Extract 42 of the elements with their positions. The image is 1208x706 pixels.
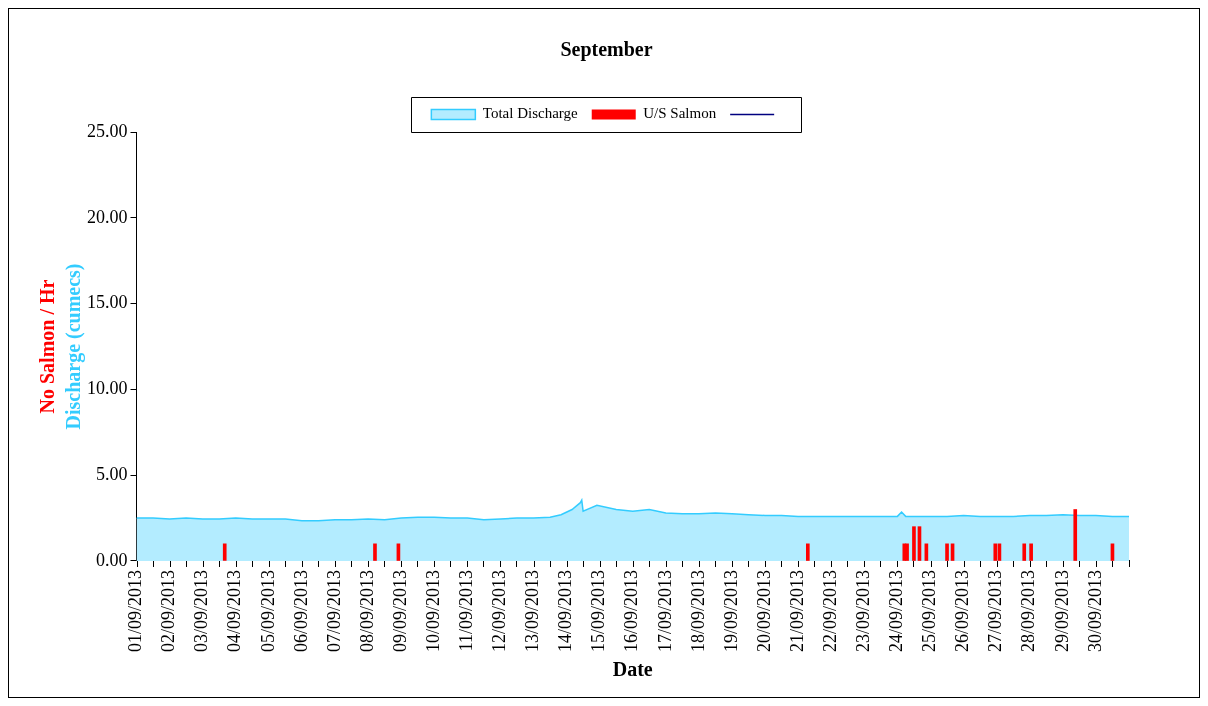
- y-tick-label: 10.00: [87, 378, 128, 399]
- x-tick-label: 08/09/2013: [356, 570, 377, 653]
- x-tick-label: 06/09/2013: [290, 570, 311, 653]
- x-tick-label: 03/09/2013: [191, 570, 212, 653]
- x-axis-title: Date: [612, 658, 653, 681]
- x-tick-label: 25/09/2013: [919, 570, 940, 653]
- x-tick-label: 04/09/2013: [224, 570, 245, 653]
- x-tick-label: 26/09/2013: [952, 570, 973, 653]
- x-tick-label: 30/09/2013: [1084, 570, 1105, 653]
- chart-title: September: [560, 38, 653, 62]
- text: Discharge (cumecs): [62, 263, 85, 430]
- x-tick-label: 14/09/2013: [555, 570, 576, 653]
- x-tick-label: 21/09/2013: [786, 570, 807, 653]
- text: No Salmon / Hr: [36, 279, 59, 414]
- x-tick-label: 23/09/2013: [853, 570, 874, 653]
- x-tick-label: 05/09/2013: [257, 570, 278, 653]
- x-tick-label: 22/09/2013: [819, 570, 840, 653]
- x-tick-label: 12/09/2013: [489, 570, 510, 653]
- x-tick-label: 15/09/2013: [588, 570, 609, 653]
- y-tick-label: 5.00: [96, 463, 128, 484]
- x-tick-label: 02/09/2013: [158, 570, 179, 653]
- x-tick-label: 10/09/2013: [422, 570, 443, 653]
- x-tick-label: 07/09/2013: [323, 570, 344, 653]
- y-tick-label: 15.00: [87, 292, 128, 313]
- x-tick-label: 18/09/2013: [687, 570, 708, 653]
- x-tick-label: 28/09/2013: [1018, 570, 1039, 653]
- legend-label: Total Discharge: [482, 105, 579, 122]
- x-tick-label: 19/09/2013: [720, 570, 741, 653]
- y-tick-label: 25.00: [87, 120, 128, 141]
- x-tick-label: 20/09/2013: [753, 570, 774, 653]
- y-tick-label: 0.00: [96, 549, 128, 570]
- x-tick-label: 29/09/2013: [1051, 570, 1072, 653]
- x-tick-label: 17/09/2013: [654, 570, 675, 653]
- x-tick-label: 13/09/2013: [522, 570, 543, 653]
- y-tick-label: 20.00: [87, 206, 128, 227]
- x-tick-label: 16/09/2013: [621, 570, 642, 653]
- x-tick-label: 01/09/2013: [125, 570, 146, 653]
- x-tick-label: 09/09/2013: [389, 570, 410, 653]
- legend-label: U/S Salmon: [643, 105, 717, 122]
- x-tick-label: 24/09/2013: [886, 570, 907, 653]
- x-tick-label: 27/09/2013: [985, 570, 1006, 653]
- x-tick-label: 11/09/2013: [456, 570, 477, 652]
